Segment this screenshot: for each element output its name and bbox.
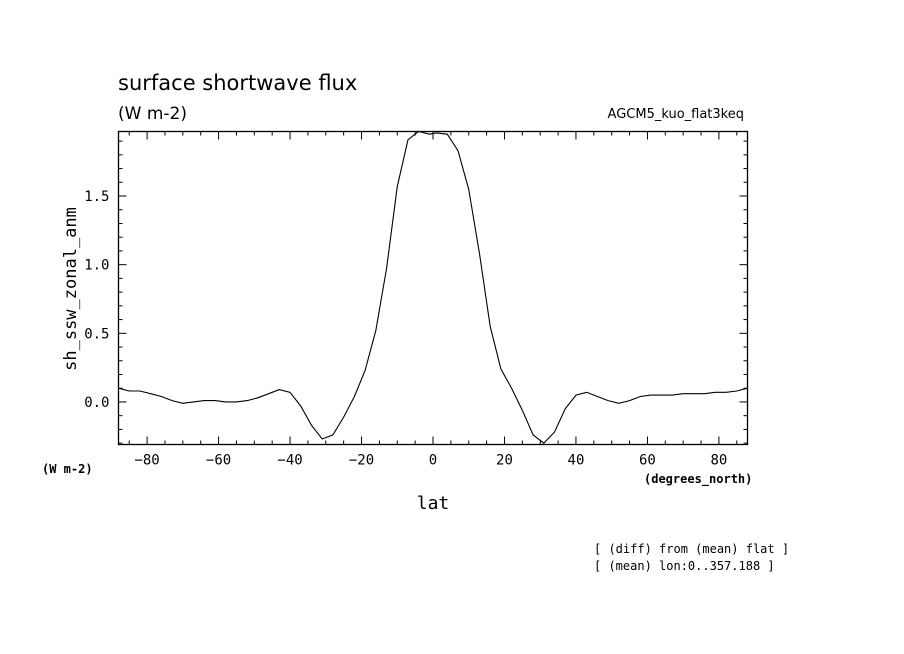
x-axis-label: lat: [417, 493, 450, 514]
x-tick-label: 40: [568, 453, 585, 469]
run-label: AGCM5_kuo_flat3keq: [608, 107, 744, 122]
x-tick-label: −40: [277, 453, 302, 469]
plot-frame: [117, 130, 749, 446]
chart-title: surface shortwave flux: [118, 71, 357, 95]
note-line-2: [ (mean) lon:0..357.188 ]: [594, 559, 775, 573]
x-tick-label: −20: [349, 453, 374, 469]
y-tick-label: 0.5: [84, 326, 109, 342]
x-tick-label: −80: [134, 453, 159, 469]
x-tick-label: 60: [639, 453, 656, 469]
axis-tick-labels: −80 −60 −40 −20 0 20 40 60 80 0.0 0.5 1.0 1.5: [84, 189, 727, 468]
x-unit-label: (degrees_north): [644, 472, 752, 487]
y-tick-label: 1.5: [84, 189, 109, 205]
note-line-1: [ (diff) from (mean) flat ]: [594, 542, 789, 556]
chart-subtitle: (W m-2): [118, 104, 187, 124]
x-tick-label: 20: [496, 453, 513, 469]
y-tick-label: 1.0: [84, 258, 109, 274]
series-line: [118, 130, 748, 444]
y-unit-label: (W m-2): [42, 462, 93, 476]
x-tick-label: 0: [429, 453, 437, 469]
x-tick-label: 80: [710, 453, 727, 469]
axis-ticks: [118, 131, 748, 445]
y-tick-label: 0.0: [84, 395, 109, 411]
x-tick-label: −60: [206, 453, 231, 469]
y-axis-label: sh_ssw_zonal_anm: [61, 207, 81, 371]
